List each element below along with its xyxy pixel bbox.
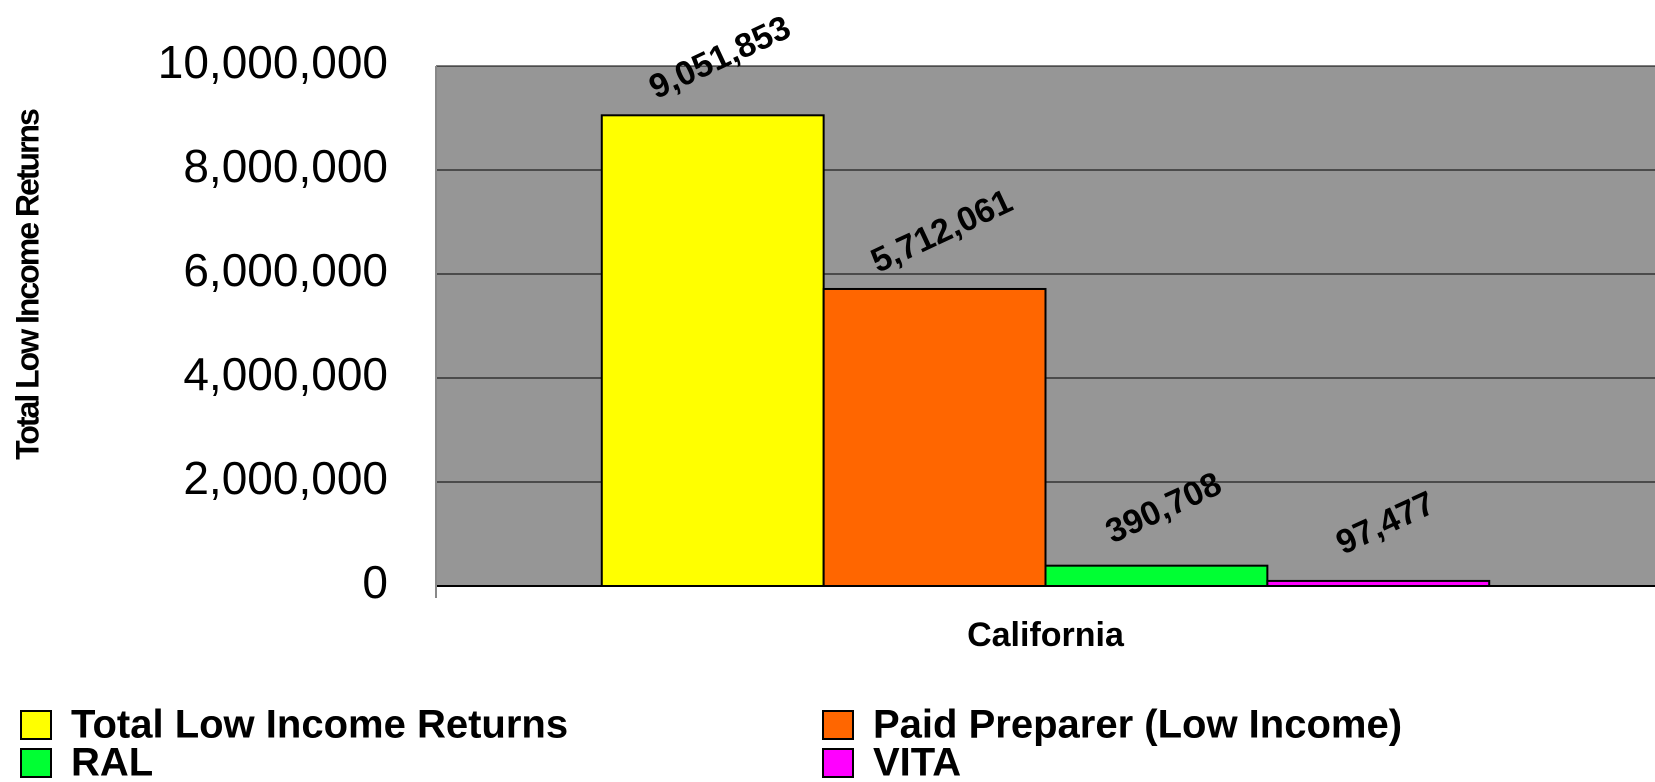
legend-swatch: [822, 710, 854, 740]
legend-label: RAL: [71, 741, 153, 782]
bar: [1266, 579, 1491, 588]
legend-swatch: [20, 748, 52, 778]
y-tick-label: 10,000,000: [158, 36, 388, 88]
legend-label: VITA: [873, 741, 961, 782]
x-tick-label: California: [967, 616, 1125, 654]
y-tick-label: 4,000,000: [183, 348, 388, 400]
legend-label: Total Low Income Returns: [71, 703, 568, 747]
legend-label: Paid Preparer (Low Income): [873, 703, 1402, 747]
bar: [1044, 564, 1269, 587]
legend-swatch: [822, 748, 854, 778]
y-tick-label: 2,000,000: [183, 452, 388, 504]
bar: [600, 114, 825, 587]
y-tick-label: 6,000,000: [183, 244, 388, 296]
legend-swatch: [20, 710, 52, 740]
y-axis-label: Total Low Income Returns: [9, 109, 45, 460]
y-tick-label: 0: [362, 556, 388, 608]
bar: [822, 287, 1047, 587]
y-tick-label: 8,000,000: [183, 140, 388, 192]
